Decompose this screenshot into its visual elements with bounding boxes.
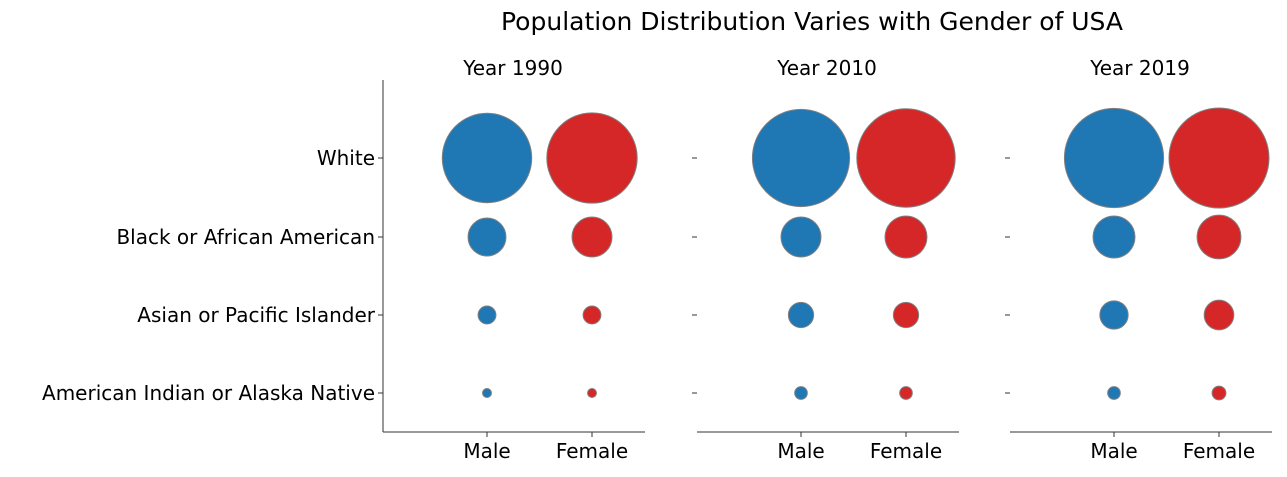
bubble-male: [1107, 386, 1121, 400]
bubble-male: [1092, 215, 1136, 259]
bubble-female: [1196, 214, 1242, 260]
bubble-male: [787, 301, 815, 329]
x-tick-label: Male: [463, 439, 510, 463]
bubble-male: [477, 305, 497, 325]
y-tick-label: Black or African American: [116, 225, 375, 249]
x-tick-label: Female: [870, 439, 942, 463]
bubble-male: [1063, 107, 1165, 209]
bubble-female: [1211, 385, 1227, 401]
y-tick-label: American Indian or Alaska Native: [42, 381, 375, 405]
panel-title: Year 1990: [462, 56, 563, 80]
bubble-female: [1168, 107, 1270, 209]
panel-title: Year 2010: [776, 56, 877, 80]
bubble-female: [1203, 299, 1235, 331]
x-tick-label: Male: [1090, 439, 1137, 463]
bubble-female: [571, 216, 613, 258]
panel-1: Year 1990 White Black or African American A…: [42, 56, 645, 463]
x-tick-label: Male: [777, 439, 824, 463]
bubble-female: [587, 388, 597, 398]
chart-panels: Year 1990 White Black or African American A…: [42, 56, 1272, 463]
bubble-male: [751, 108, 851, 208]
bubble-female: [856, 108, 956, 208]
y-tick-label: White: [317, 146, 375, 170]
chart-title: Population Distribution Varies with Gend…: [501, 7, 1123, 36]
bubble-male: [467, 217, 507, 257]
bubble-male: [1099, 300, 1129, 330]
panel-title: Year 2019: [1089, 56, 1190, 80]
bubble-female: [582, 305, 602, 325]
bubble-male: [794, 386, 808, 400]
y-tick-label: Asian or Pacific Islander: [137, 303, 375, 327]
panel-3: Year 2019 Male Female: [1005, 56, 1272, 463]
bubble-female: [546, 112, 638, 204]
bubble-female: [884, 215, 928, 259]
bubble-female: [892, 301, 920, 329]
x-tick-label: Female: [1183, 439, 1255, 463]
panel-2: Year 2010 Male Female: [692, 56, 959, 463]
x-tick-label: Female: [556, 439, 628, 463]
bubble-male: [780, 216, 822, 258]
bubble-female: [899, 386, 913, 400]
bubble-male: [482, 388, 492, 398]
bubble-male: [441, 112, 533, 204]
